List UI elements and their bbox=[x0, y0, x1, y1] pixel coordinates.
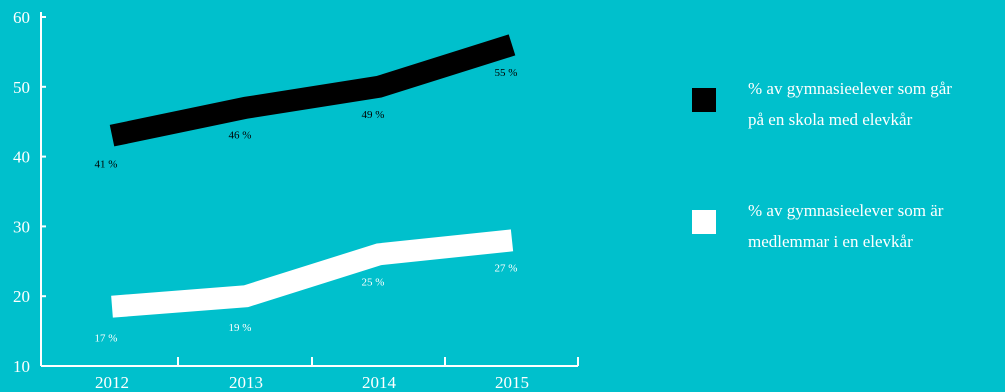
y-axis-ticks: 10 20 30 40 50 60 bbox=[13, 8, 46, 376]
series-line bbox=[109, 34, 516, 147]
x-tick-label: 2012 bbox=[95, 373, 129, 392]
y-tick-label: 30 bbox=[13, 217, 30, 236]
legend-label: % av gymnasieelever som är bbox=[748, 201, 944, 220]
data-labels-layer: 41 % 46 % 49 % 55 % 17 % 19 % 25 % 27 % bbox=[95, 67, 518, 345]
x-tick-label: 2013 bbox=[229, 373, 263, 392]
y-tick-label: 10 bbox=[13, 357, 30, 376]
legend-label: på en skola med elevkår bbox=[748, 110, 913, 129]
data-label: 19 % bbox=[229, 322, 252, 334]
series-layer bbox=[109, 34, 516, 318]
data-label: 49 % bbox=[362, 109, 385, 121]
data-label: 27 % bbox=[495, 262, 518, 274]
x-tick-label: 2015 bbox=[495, 373, 529, 392]
data-label: 25 % bbox=[362, 276, 385, 288]
x-tick-label: 2014 bbox=[362, 373, 397, 392]
legend-label: % av gymnasieelever som går bbox=[748, 79, 952, 98]
series-line bbox=[111, 229, 514, 318]
data-label: 46 % bbox=[229, 130, 252, 142]
legend-label: medlemmar i en elevkår bbox=[748, 232, 913, 251]
data-label: 17 % bbox=[95, 333, 118, 345]
data-label: 55 % bbox=[495, 67, 518, 79]
legend-swatch bbox=[692, 210, 716, 234]
data-label: 41 % bbox=[95, 159, 118, 171]
y-tick-label: 20 bbox=[13, 287, 30, 306]
axes bbox=[40, 12, 578, 367]
y-tick-label: 50 bbox=[13, 78, 30, 97]
x-axis-ticks: 2012 2013 2014 2015 bbox=[95, 357, 579, 392]
legend: % av gymnasieelever som går på en skola m… bbox=[692, 79, 952, 251]
y-tick-label: 60 bbox=[13, 8, 30, 27]
legend-swatch bbox=[692, 88, 716, 112]
y-tick-label: 40 bbox=[13, 148, 30, 167]
